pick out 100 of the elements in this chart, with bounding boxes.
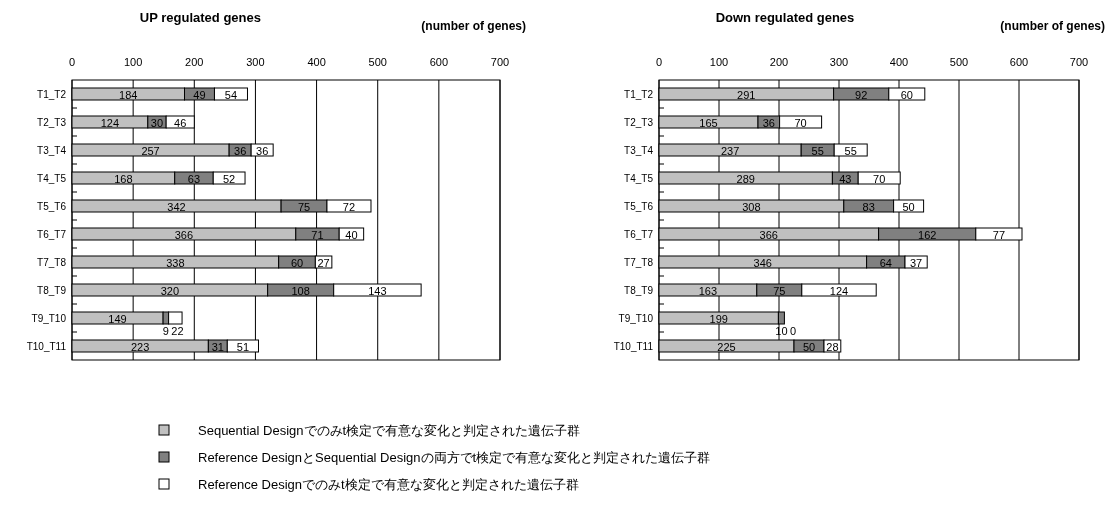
data-label: 124	[100, 117, 120, 129]
data-label: 36	[256, 145, 269, 157]
y-tick-label: T2_T3	[37, 117, 67, 128]
x-axis-title: (number of genes)	[421, 19, 526, 33]
y-tick-label: T10_T11	[613, 341, 654, 352]
y-tick-label: T3_T4	[37, 145, 67, 156]
y-tick-label: T3_T4	[624, 145, 654, 156]
legend-label: Sequential Designでのみt検定で有意な変化と判定された遺伝子群	[198, 423, 581, 438]
chart-title: Down regulated genes	[715, 10, 855, 25]
data-label: 60	[900, 89, 913, 101]
data-label: 124	[829, 285, 849, 297]
x-tick-label: 100	[123, 56, 143, 68]
data-label: 75	[773, 285, 786, 297]
data-label: 70	[873, 173, 886, 185]
y-tick-label: T6_T7	[37, 229, 67, 240]
y-tick-label: T1_T2	[624, 89, 654, 100]
data-label: 199	[709, 313, 728, 325]
x-tick-label: 700	[490, 56, 510, 68]
x-tick-label: 100	[709, 56, 729, 68]
data-label: 52	[223, 173, 236, 185]
x-axis-title: (number of genes)	[1000, 19, 1105, 33]
data-label: 51	[236, 341, 250, 353]
data-label: 63	[187, 173, 201, 185]
x-tick-label: 400	[889, 56, 909, 68]
data-label: 165	[699, 117, 718, 129]
y-tick-label: T8_T9	[624, 285, 654, 296]
data-label: 40	[345, 229, 358, 241]
data-label: 37	[909, 257, 923, 269]
x-tick-label: 300	[829, 56, 849, 68]
data-label: 72	[342, 201, 356, 213]
y-tick-label: T7_T8	[37, 257, 67, 268]
data-label: 168	[114, 173, 133, 185]
data-label: 108	[291, 285, 310, 297]
y-tick-label: T9_T10	[31, 313, 67, 324]
data-label: 31	[211, 341, 224, 353]
data-label: 28	[826, 341, 839, 353]
data-label: 49	[193, 89, 206, 101]
data-label: 149	[108, 313, 127, 325]
legend-label: Reference DesignとSequential Designの両方でt検定で有意な変化と判定された遺伝子群	[198, 450, 711, 465]
data-label: 10	[775, 325, 788, 337]
data-label: 36	[762, 117, 775, 129]
data-label: 143	[368, 285, 387, 297]
x-tick-label: 400	[307, 56, 326, 68]
y-tick-label: T10_T11	[26, 341, 67, 352]
x-tick-label: 700	[1069, 56, 1089, 68]
data-label: 0	[789, 325, 797, 337]
data-label: 338	[166, 257, 185, 269]
data-label: 9	[162, 325, 169, 337]
data-label: 92	[855, 89, 868, 101]
data-label: 320	[160, 285, 180, 297]
y-tick-label: T5_T6	[37, 201, 67, 212]
y-tick-label: T6_T7	[624, 229, 654, 240]
data-label: 36	[234, 145, 247, 157]
data-label: 289	[736, 173, 755, 185]
y-tick-label: T4_T5	[37, 173, 67, 184]
data-label: 162	[918, 229, 937, 241]
data-label: 64	[879, 257, 892, 269]
y-tick-label: T9_T10	[618, 313, 654, 324]
data-label: 30	[150, 117, 164, 129]
y-tick-label: T1_T2	[37, 89, 67, 100]
data-label: 366	[759, 229, 778, 241]
data-label: 346	[753, 257, 772, 269]
data-label: 50	[802, 341, 816, 353]
x-tick-label: 500	[368, 56, 387, 68]
data-label: 70	[794, 117, 807, 129]
data-label: 83	[862, 201, 875, 213]
data-label: 55	[844, 145, 857, 157]
data-label: 184	[119, 89, 138, 101]
x-tick-label: 300	[246, 56, 265, 68]
y-tick-label: T8_T9	[37, 285, 67, 296]
data-label: 77	[992, 229, 1006, 241]
y-tick-label: T7_T8	[624, 257, 654, 268]
x-tick-label: 0	[655, 56, 663, 68]
data-label: 55	[811, 145, 824, 157]
y-tick-label: T4_T5	[624, 173, 654, 184]
data-label: 75	[297, 201, 311, 213]
x-tick-label: 600	[429, 56, 449, 68]
data-label: 71	[311, 229, 324, 241]
data-label: 22	[171, 325, 184, 337]
data-label: 54	[224, 89, 238, 101]
data-label: 291	[737, 89, 756, 101]
data-label: 237	[720, 145, 740, 157]
data-label: 342	[167, 201, 186, 213]
y-tick-label: T5_T6	[624, 201, 654, 212]
x-tick-label: 200	[769, 56, 789, 68]
data-label: 50	[902, 201, 915, 213]
data-label: 366	[174, 229, 194, 241]
chart-title: UP regulated genes	[139, 10, 261, 25]
legend-label: Reference Designでのみt検定で有意な変化と判定された遺伝子群	[198, 477, 579, 492]
data-label: 257	[141, 145, 160, 157]
data-label: 60	[290, 257, 304, 269]
x-tick-label: 500	[949, 56, 969, 68]
data-label: 46	[174, 117, 187, 129]
data-label: 163	[698, 285, 718, 297]
x-tick-label: 200	[185, 56, 204, 68]
y-tick-label: T2_T3	[624, 117, 654, 128]
data-label: 223	[130, 341, 150, 353]
x-tick-label: 0	[68, 56, 76, 68]
x-tick-label: 600	[1009, 56, 1029, 68]
data-label: 43	[839, 173, 852, 185]
